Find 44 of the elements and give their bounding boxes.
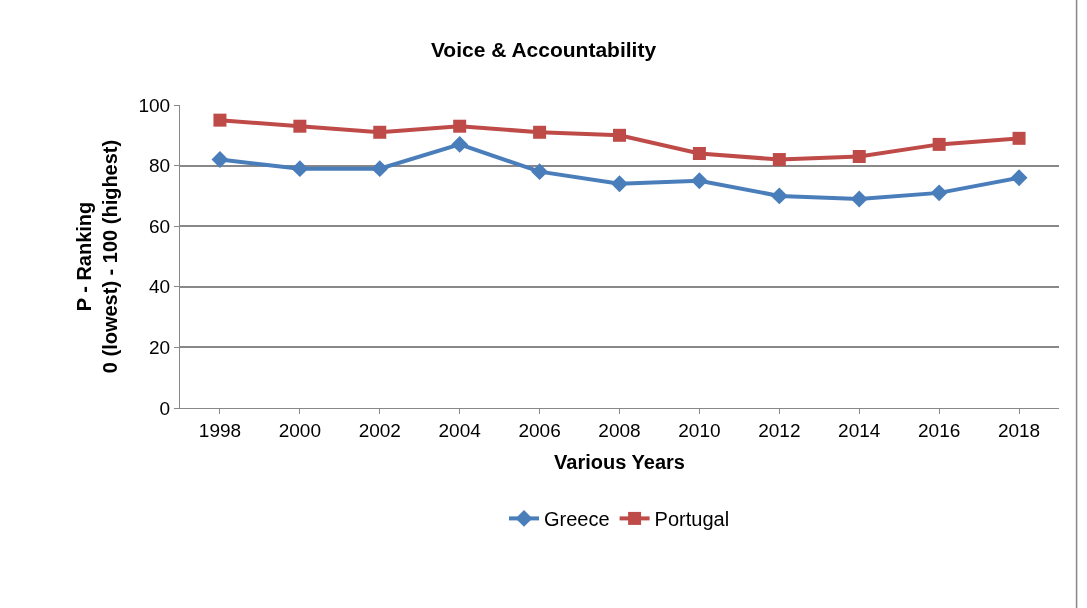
y-tick-label: 0	[159, 397, 171, 419]
point	[852, 150, 866, 164]
point	[291, 160, 309, 178]
legend-label: Portugal	[654, 508, 730, 531]
point	[932, 137, 946, 151]
point	[770, 187, 788, 205]
y-tick-label: 100	[138, 94, 171, 116]
point	[533, 125, 547, 139]
x-axis-title: Various Years	[554, 451, 685, 474]
x-tick-label: 2002	[358, 419, 401, 441]
point	[690, 172, 708, 190]
y-tick-label: 60	[149, 215, 171, 237]
x-tick-label: 2010	[678, 419, 721, 441]
chart-title: Voice & Accountability	[430, 38, 657, 62]
point	[1010, 169, 1028, 187]
x-tick-label: 2014	[838, 419, 881, 441]
y-tick-label: 80	[149, 155, 171, 177]
point	[613, 128, 626, 142]
point	[611, 175, 628, 193]
y-axis-title: P - Ranking 0 (lowest) - 100 (highest)	[73, 139, 121, 374]
point	[373, 125, 387, 139]
legend-label: Greece	[544, 508, 610, 531]
x-tick-label: 2018	[997, 419, 1041, 441]
point	[451, 135, 469, 153]
x-tick-label: 2008	[598, 419, 641, 441]
x-tick-label: 2016	[918, 419, 961, 441]
y-tick-label: 40	[149, 276, 171, 298]
point	[531, 163, 549, 181]
x-tick-label: 1998	[198, 419, 242, 441]
point	[211, 151, 229, 168]
point	[930, 184, 948, 202]
point	[371, 160, 389, 178]
point	[213, 113, 227, 127]
point	[293, 119, 307, 133]
point	[453, 119, 467, 133]
x-tick-label: 2006	[518, 419, 561, 441]
x-tick-label: 2004	[438, 419, 482, 441]
x-tick-label: 2000	[278, 419, 321, 441]
x-tick-label: 2012	[758, 419, 801, 441]
y-tick-label: 20	[149, 337, 171, 359]
point	[772, 153, 786, 167]
point	[692, 146, 706, 160]
point	[850, 190, 868, 208]
point	[1012, 131, 1026, 145]
